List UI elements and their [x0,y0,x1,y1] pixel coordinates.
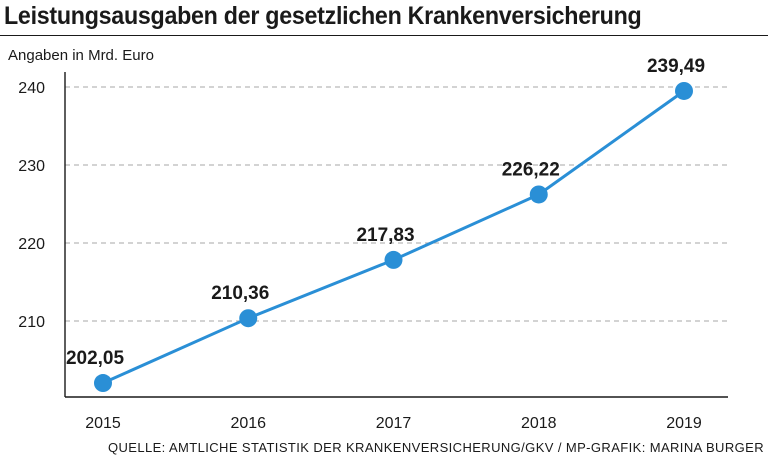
y-axis-label: Angaben in Mrd. Euro [8,47,154,64]
data-label-2016: 210,36 [211,283,269,304]
y-tick-label-220: 220 [18,236,45,253]
x-tick-label-2016: 2016 [230,415,266,432]
gridlines [65,86,728,322]
data-label-2019: 239,49 [647,56,705,77]
chart-title: Leistungsausgaben der gesetzlichen Krank… [4,2,642,30]
x-tick-label-2015: 2015 [85,415,121,432]
data-point-2015 [94,374,112,393]
tick-labels: 210 220 230 240 2015 2016 2017 2018 2019 [18,80,702,432]
title-divider [0,35,768,36]
y-tick-label-210: 210 [18,314,45,331]
x-tick-label-2017: 2017 [376,415,412,432]
data-point-2018 [529,185,548,204]
source-note: QUELLE: AMTLICHE STATISTIK DER KRANKENVE… [107,440,764,455]
data-point-2019 [675,81,693,100]
y-tick-label-230: 230 [18,158,45,175]
data-label-2018: 226,22 [502,159,560,180]
axes [64,72,728,398]
x-tick-label-2018: 2018 [521,415,557,432]
data-label-2015: 202,05 [66,348,125,369]
data-point-2017 [384,250,403,269]
data-labels: 202,05 210,36 217,83 226,22 239,49 [66,56,705,369]
data-label-2017: 217,83 [356,225,414,246]
data-point-2016 [239,309,258,328]
x-tick-label-2019: 2019 [666,415,702,432]
y-tick-label-240: 240 [18,80,45,97]
data-points [94,81,693,393]
